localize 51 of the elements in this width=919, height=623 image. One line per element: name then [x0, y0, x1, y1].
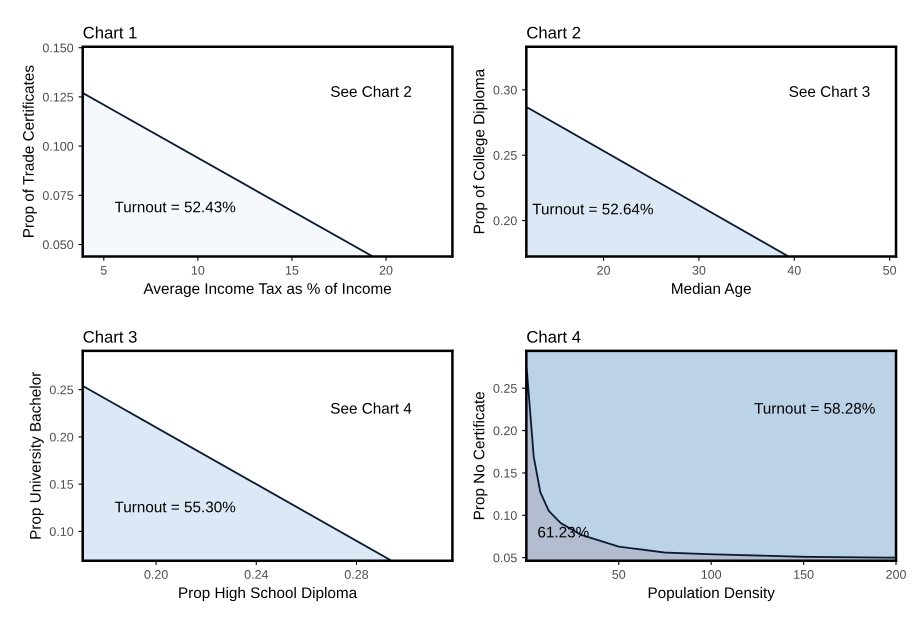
x-tick-label: 20 [380, 266, 392, 275]
y-axis-title: Prop of College Diploma [473, 68, 488, 234]
chart-title: Chart 3 [84, 330, 137, 343]
annotation: See Chart 3 [789, 86, 870, 97]
y-tick-label: 0.05 [493, 553, 517, 562]
chart-title: Chart 1 [84, 26, 137, 39]
x-tick-label: 15 [286, 266, 298, 275]
x-axis-title: Prop High School Diploma [179, 586, 358, 602]
y-tick-label: 0.15 [50, 480, 74, 489]
x-axis-title: Median Age [672, 282, 751, 297]
y-tick-label: 0.100 [42, 142, 74, 151]
x-tick-label: 200 [886, 570, 906, 579]
y-tick-label: 0.20 [493, 216, 517, 226]
annotation: See Chart 4 [331, 402, 412, 414]
y-tick-label: 0.20 [493, 426, 517, 436]
x-tick-label: 5 [100, 266, 107, 275]
y-tick-label: 0.050 [42, 240, 74, 250]
y-axis-title: Prop No Certificate [473, 392, 488, 520]
y-axis-title: Prop of Trade Certificates [22, 66, 37, 237]
x-tick-label: 40 [788, 266, 801, 275]
y-tick-label: 0.30 [493, 86, 517, 95]
y-tick-label: 0.20 [50, 432, 74, 442]
y-tick-label: 0.075 [42, 191, 74, 200]
y-tick-label: 0.10 [493, 511, 517, 520]
annotation: Turnout = 52.64% [532, 204, 653, 214]
y-tick-label: 0.25 [493, 151, 517, 160]
x-tick-label: 50 [612, 570, 626, 579]
y-tick-label: 0.125 [42, 92, 74, 102]
x-tick-label: 0.28 [344, 570, 368, 579]
x-tick-label: 10 [192, 266, 204, 275]
annotation: See Chart 2 [331, 86, 412, 97]
x-tick-label: 20 [597, 266, 610, 275]
y-tick-label: 0.25 [493, 384, 517, 393]
annotation: Turnout = 58.28% [754, 402, 875, 414]
y-tick-label: 0.10 [50, 527, 74, 536]
x-tick-label: 0.20 [144, 570, 168, 579]
x-tick-label: 150 [794, 570, 814, 579]
y-tick-label: 0.150 [42, 44, 74, 52]
chart-title: Chart 2 [527, 26, 580, 39]
y-tick-label: 0.15 [493, 468, 517, 478]
x-axis-title: Average Income Tax as % of Income [143, 282, 392, 297]
annotation: Turnout = 55.30% [114, 502, 236, 512]
x-tick-label: 100 [702, 570, 722, 579]
annotation: Turnout = 52.43% [114, 202, 236, 212]
chart-title: Chart 4 [527, 330, 581, 343]
x-axis-title: Population Density [648, 586, 775, 602]
x-tick-label: 50 [883, 266, 896, 275]
x-tick-label: 30 [692, 266, 706, 275]
y-tick-label: 0.25 [50, 385, 74, 394]
x-tick-label: 0.24 [244, 570, 268, 579]
y-axis-title: Prop University Bachelor [30, 372, 44, 539]
